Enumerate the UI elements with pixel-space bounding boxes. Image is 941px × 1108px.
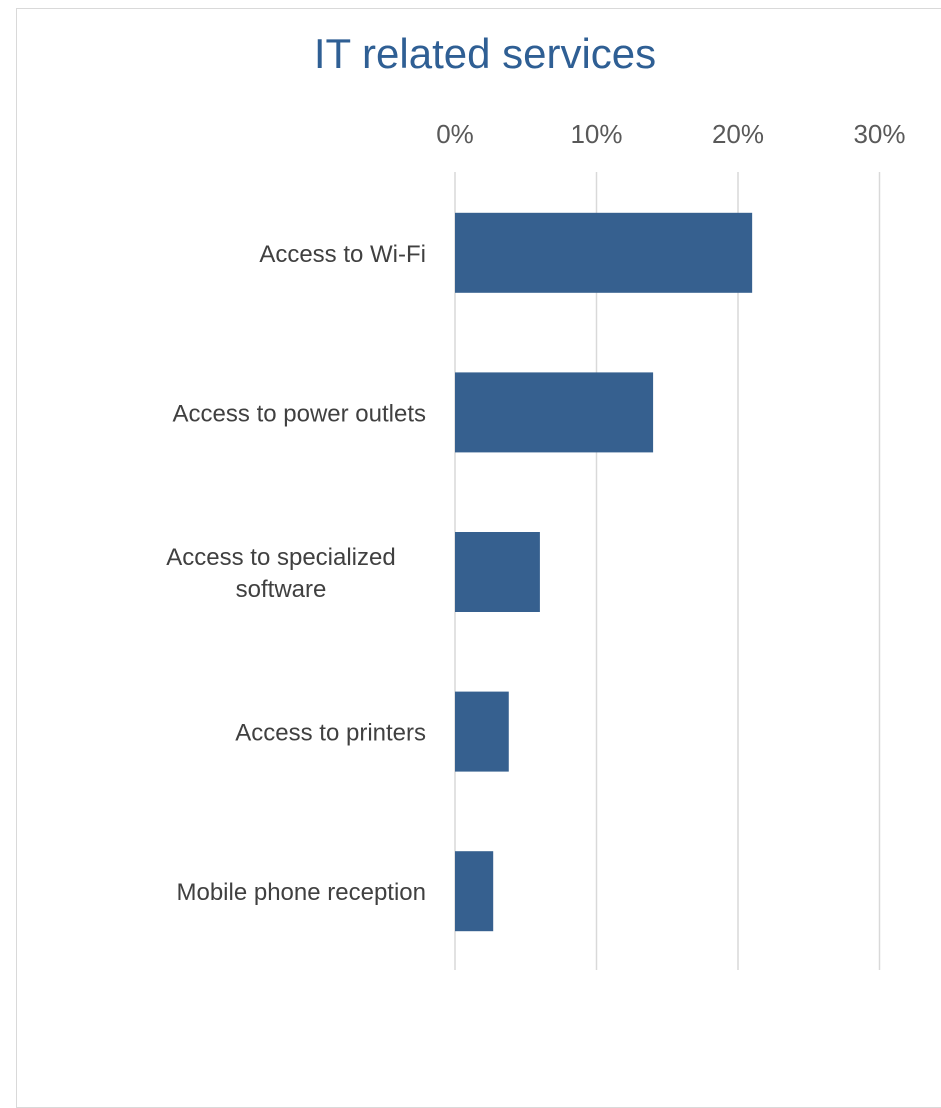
category-label: Access to printers — [235, 720, 426, 747]
category-label: Access to Wi-Fi — [259, 241, 426, 268]
bar — [455, 692, 509, 772]
bar — [455, 372, 653, 452]
category-label: Mobile phone reception — [176, 879, 426, 906]
x-tick-label: 30% — [853, 119, 905, 149]
category-label: software — [236, 576, 327, 603]
x-tick-label: 20% — [712, 119, 764, 149]
bar — [455, 851, 493, 931]
bar — [455, 213, 752, 293]
bar — [455, 532, 540, 612]
category-label: Access to power outlets — [173, 400, 426, 427]
x-tick-label: 0% — [436, 119, 474, 149]
x-tick-label: 10% — [570, 119, 622, 149]
category-label: Access to specialized — [166, 544, 395, 571]
